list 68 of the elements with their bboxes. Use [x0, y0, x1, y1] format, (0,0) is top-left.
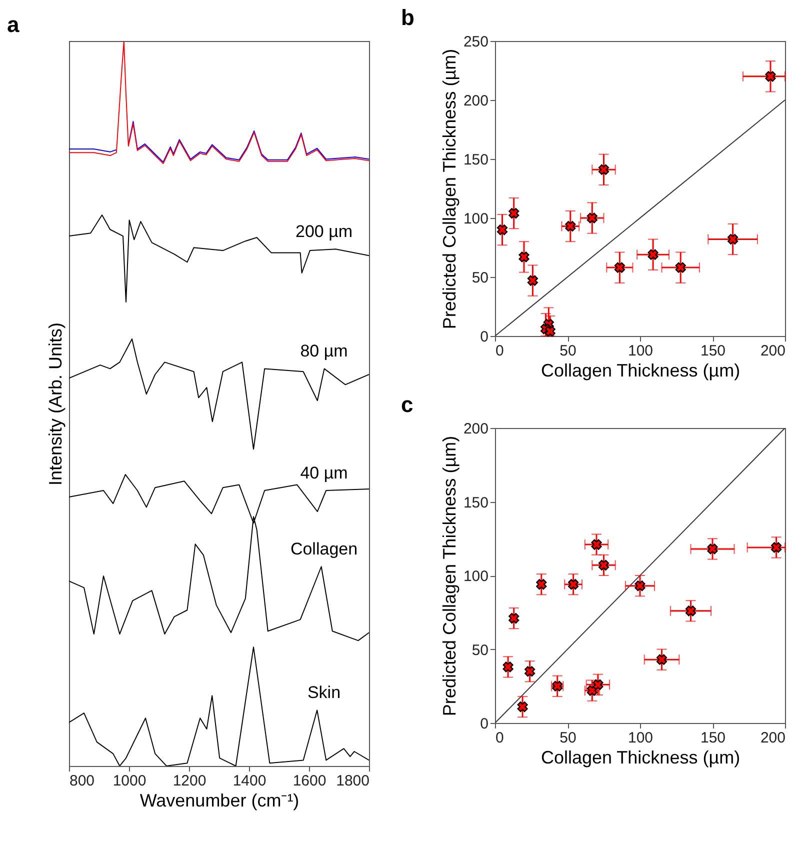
point	[591, 539, 602, 550]
y-tick-label: 0	[480, 328, 488, 346]
point	[656, 654, 668, 665]
x-tick-label: 100	[628, 342, 654, 360]
x-tick-label: 200	[760, 342, 786, 360]
chart-title: c	[400, 392, 414, 417]
point	[598, 560, 610, 570]
series-label: Collagen	[290, 540, 358, 559]
x-tick-label: 200	[760, 730, 786, 746]
chart-title: a	[7, 12, 20, 37]
point	[527, 275, 538, 286]
point	[728, 234, 738, 245]
point	[614, 262, 625, 273]
point	[565, 220, 576, 232]
series-label: 80 µm	[300, 342, 348, 361]
y-axis-title: Predicted Collagen Thickness (µm)	[439, 48, 460, 330]
y-tick-label: 250	[463, 34, 488, 50]
x-axis-title: Wavenumber (cm⁻¹)	[140, 790, 300, 810]
y-tick-label: 50	[472, 270, 488, 286]
x-tick-label: 1800	[336, 772, 370, 790]
x-tick-label: 50	[560, 342, 576, 360]
point	[508, 208, 520, 219]
point	[765, 71, 776, 82]
x-tick-label: 100	[628, 730, 654, 746]
point	[707, 544, 718, 554]
y-tick-label: 100	[463, 210, 488, 228]
x-axis-title: Collagen Thickness (µm)	[540, 360, 740, 380]
point	[502, 662, 514, 672]
point	[598, 164, 610, 175]
point	[675, 262, 686, 273]
y-tick-label: 100	[463, 568, 488, 585]
y-tick-label: 0	[480, 716, 488, 732]
y-axis-title: Predicted Collagen Thickness (µm)	[439, 436, 460, 716]
chart-title: b	[400, 5, 414, 30]
point	[524, 666, 536, 677]
x-tick-label: 1200	[172, 772, 206, 790]
x-tick-label: 0	[496, 342, 504, 360]
x-tick-label: 0	[496, 730, 504, 746]
point	[568, 579, 579, 590]
point	[508, 612, 520, 624]
point	[496, 224, 508, 236]
x-axis-title: Collagen Thickness (µm)	[540, 748, 740, 768]
series-label: Skin	[307, 683, 341, 702]
y-tick-label: 150	[463, 494, 488, 512]
point	[592, 679, 604, 690]
x-tick-label: 800	[70, 772, 95, 790]
point	[634, 580, 646, 592]
point	[536, 579, 547, 590]
point	[518, 252, 530, 262]
point	[517, 701, 528, 712]
y-tick-label: 200	[463, 420, 488, 438]
x-tick-label: 1000	[112, 772, 146, 790]
point	[648, 249, 658, 260]
point	[771, 542, 782, 553]
x-tick-label: 150	[700, 730, 726, 746]
x-tick-label: 1400	[232, 772, 266, 790]
point	[544, 326, 556, 337]
point	[685, 606, 696, 616]
x-tick-label: 1600	[292, 772, 326, 790]
series-label: 40 µm	[300, 464, 348, 482]
y-tick-label: 150	[463, 152, 488, 168]
series-label: 200 µm	[295, 222, 353, 242]
y-tick-label: 50	[472, 642, 488, 659]
point	[586, 212, 598, 224]
x-tick-label: 50	[560, 730, 576, 746]
x-tick-label: 150	[700, 342, 726, 360]
y-axis-title: Intensity (Arb. Units)	[46, 322, 66, 486]
y-tick-label: 200	[463, 92, 488, 110]
